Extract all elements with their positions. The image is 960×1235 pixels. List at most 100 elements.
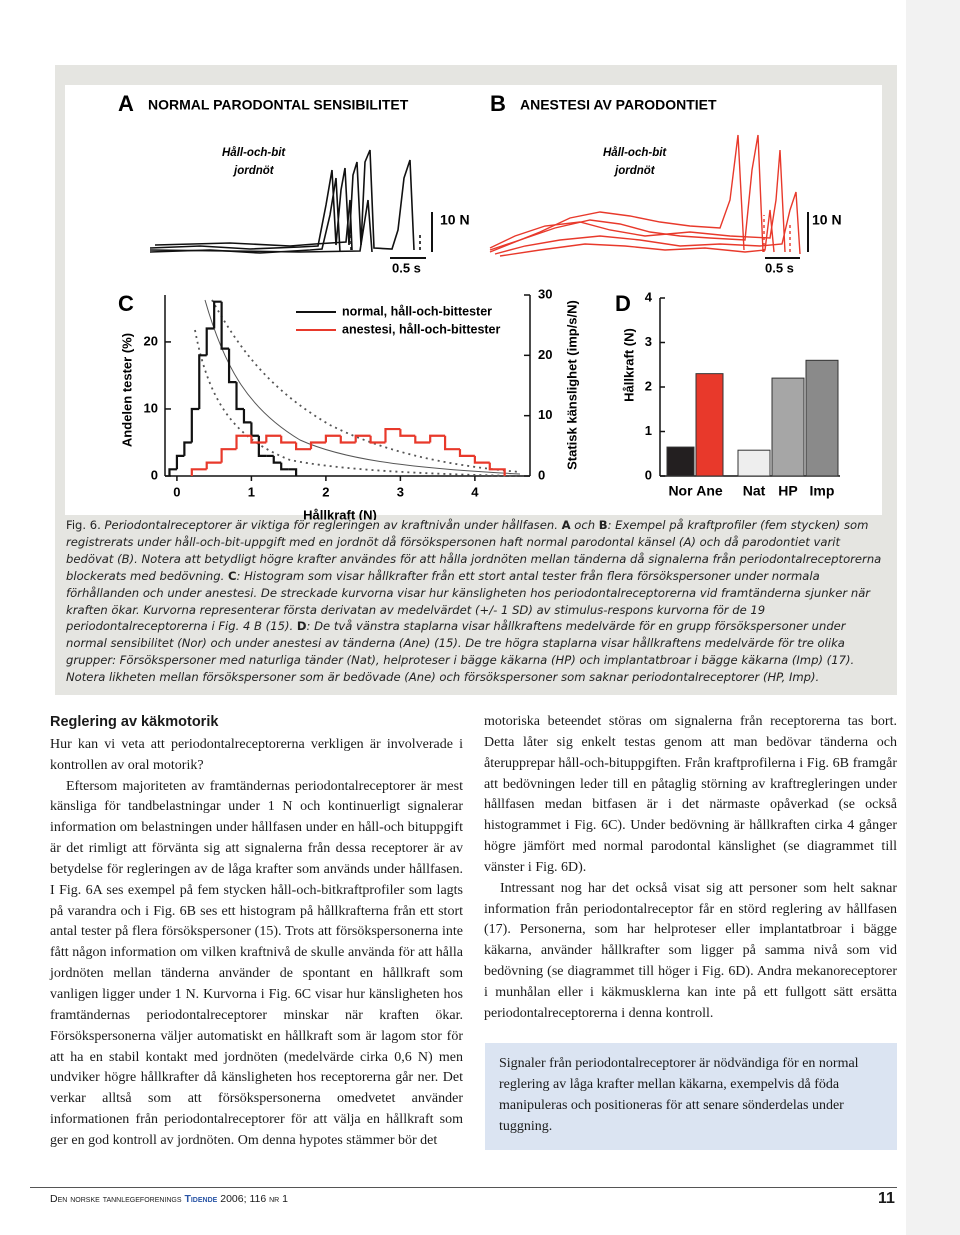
journal-name: Tidende <box>184 1193 218 1205</box>
histogram-step <box>235 382 244 411</box>
page-edge <box>906 0 960 1235</box>
sensitivity-curves <box>194 299 521 477</box>
journal-issue: 2006; 116 nr 1 <box>220 1193 288 1205</box>
y2-tick-label: 30 <box>538 286 552 301</box>
section-heading: Reglering av käkmotorik <box>50 714 219 730</box>
x-tick-label: HP <box>778 483 797 499</box>
scale-label: 10 N <box>812 212 842 228</box>
histogram-step <box>205 327 215 356</box>
x-tick-label: 0 <box>173 484 180 499</box>
y-tick-label: 20 <box>144 333 158 348</box>
histogram-step <box>488 462 506 476</box>
panel-title: ANESTESI AV PARODONTIET <box>520 97 717 113</box>
x-axis-label: Hållkraft (N) <box>303 507 377 520</box>
histogram-step <box>168 468 177 476</box>
histogram-step <box>220 301 230 350</box>
stimulus-label: jordnöt <box>613 165 656 177</box>
bar <box>805 359 839 477</box>
figure: A NORMAL PARODONTAL SENSIBILITET Håll-oc… <box>65 85 882 520</box>
x-tick-label: 2 <box>322 484 329 499</box>
bar <box>737 449 771 477</box>
panel-d: 0 1 2 3 4 Nor Ane Nat HP Imp <box>645 289 839 499</box>
histogram-step <box>309 441 326 450</box>
y-tick-label: 10 <box>144 400 158 415</box>
caption-run: D <box>296 619 307 634</box>
y-tick-label: 0 <box>645 467 652 482</box>
histogram-step <box>198 354 207 409</box>
caption-run: och <box>570 518 599 532</box>
stimulus-label: Håll-och-bit <box>222 147 286 159</box>
journal-prefix: Den norske tannlegeforenings <box>50 1193 182 1205</box>
scale-label: 0.5 s <box>765 260 794 275</box>
x-tick-label: 3 <box>397 484 404 499</box>
caption-run: C <box>227 568 237 583</box>
histogram-step <box>190 407 200 443</box>
y-tick-label: 3 <box>645 334 652 349</box>
panel-letter: B <box>490 91 506 116</box>
caption-run: B <box>598 518 608 532</box>
y2-axis-label: Statisk känslighet (imp/s/N) <box>564 300 579 470</box>
histogram-step <box>429 434 446 443</box>
histogram-step <box>414 435 431 444</box>
panel-letter: C <box>118 291 134 316</box>
scale-label: 10 N <box>440 212 470 228</box>
y2-tick-label: 0 <box>538 467 545 482</box>
histogram-step <box>399 429 416 437</box>
histogram-step <box>473 455 490 464</box>
dashed-markers <box>350 232 421 250</box>
histogram-step <box>384 427 401 443</box>
footer-rule <box>30 1187 897 1188</box>
histogram-step <box>354 434 371 443</box>
histogram-step <box>324 434 341 443</box>
panel-letter: D <box>615 291 631 316</box>
y-tick-label: 1 <box>645 423 652 438</box>
histogram-step <box>369 435 386 444</box>
histogram-step <box>339 435 356 444</box>
bar <box>695 373 724 477</box>
histogram-step <box>280 462 289 471</box>
caption-run: : Histogram som visar hållkrafter från e… <box>66 568 871 634</box>
x-tick-label: Nor <box>668 483 693 499</box>
y-axis-label: Andelen tester (%) <box>119 333 134 447</box>
histogram-step <box>242 408 252 424</box>
stimulus-label: jordnöt <box>232 165 275 177</box>
page-number: 11 <box>878 1190 895 1207</box>
histogram-step <box>458 449 475 457</box>
figure-caption: Fig. 6. Periodontalreceptorer är viktiga… <box>66 517 886 686</box>
paragraph: motoriska beteendet störas om signalerna… <box>484 714 897 875</box>
histogram-step <box>272 455 282 464</box>
x-tick-label: 4 <box>471 484 479 499</box>
x-tick-label: Nat <box>743 483 766 499</box>
histogram-step <box>443 435 460 451</box>
x-tick-label: 1 <box>248 484 255 499</box>
column-left: Reglering av käkmotorik Hur kan vi veta … <box>50 712 463 1152</box>
histogram-step <box>190 468 207 476</box>
stimulus-label: Håll-och-bit <box>603 147 667 159</box>
y2-tick-label: 10 <box>538 407 552 422</box>
histogram-step <box>220 448 237 463</box>
force-traces <box>149 149 415 254</box>
bar <box>771 377 805 477</box>
legend-label: anestesi, håll-och-bittester <box>342 322 501 336</box>
y-tick-label: 2 <box>645 378 652 393</box>
caption-run: Periodontalreceptorer är viktiga för reg… <box>100 518 562 532</box>
caption-run: : De två vänstra staplarna visar hållkra… <box>66 619 855 685</box>
x-tick-label: Imp <box>810 483 835 499</box>
info-box: Signaler från periodontalreceptorer är n… <box>485 1043 897 1150</box>
histogram-step <box>205 461 222 470</box>
caption-run: : Exempel på kraftprofiler (fem stycken)… <box>66 518 882 583</box>
paragraph: Hur kan vi veta att periodontalreceptore… <box>50 736 463 773</box>
histogram-step <box>227 348 237 384</box>
column-right: motoriska beteendet störas om signalerna… <box>484 712 897 1025</box>
bar <box>666 446 695 477</box>
legend-label: normal, håll-och-bittester <box>342 304 492 318</box>
histogram-step <box>288 468 298 476</box>
footer-journal: Den norske tannlegeforenings Tidende 200… <box>50 1193 288 1205</box>
histogram-step <box>280 435 297 444</box>
force-traces <box>489 134 801 257</box>
panel-c: 0 10 20 0 1 2 3 4 0 10 20 30 normal, håll-och-bittes… <box>144 286 553 499</box>
histogram-step <box>175 454 185 470</box>
histogram-step <box>235 434 252 450</box>
panel-letter: A <box>118 91 134 116</box>
